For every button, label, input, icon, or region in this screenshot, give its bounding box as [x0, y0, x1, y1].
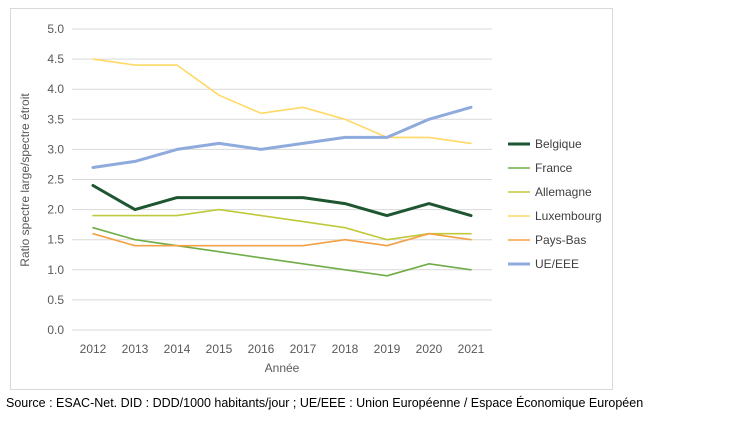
gridlines: [72, 28, 492, 331]
y-tick-label: 2.5: [47, 173, 64, 187]
x-tick-label: 2016: [248, 342, 275, 356]
y-axis-title: Ratio spectre large/spectre étroit: [18, 93, 32, 267]
legend: Belgique France Allemagne Luxembourg Pays-Ba…: [508, 137, 602, 271]
y-tick-label: 3.5: [47, 112, 64, 126]
y-tick-label: 4.0: [47, 82, 64, 96]
legend-label: UE/EEE: [535, 257, 579, 271]
y-tick-label: 1.5: [47, 233, 64, 247]
legend-label: Belgique: [535, 137, 582, 151]
series-line-allemagne: [92, 208, 472, 241]
y-tick-label: 4.5: [47, 52, 64, 66]
x-axis-title: Année: [265, 361, 300, 375]
series-line-belgique: [91, 184, 473, 218]
legend-label: Luxembourg: [535, 209, 602, 223]
x-tick-label: 2012: [80, 342, 107, 356]
y-tick-label: 5.0: [47, 22, 64, 36]
x-tick-label: 2018: [332, 342, 359, 356]
y-tick-label: 0.5: [47, 293, 64, 307]
x-tick-label: 2017: [290, 342, 317, 356]
y-tick-label: 2.0: [47, 203, 64, 217]
series-line-pays-bas: [92, 232, 472, 247]
series-line-france: [92, 226, 472, 277]
series-line-luxembourg: [92, 58, 472, 145]
x-tick-label: 2020: [416, 342, 443, 356]
x-tick-label: 2013: [122, 342, 149, 356]
series-line-ue-eee: [91, 105, 473, 169]
x-tick-label: 2021: [458, 342, 485, 356]
x-tick-label: 2015: [206, 342, 233, 356]
legend-label: France: [535, 161, 573, 175]
legend-label: Pays-Bas: [535, 233, 586, 247]
y-axis-ticks: 0.0 0.5 1.0 1.5 2.0 2.5 3.0 3.5 4.0 4.5 5.0: [47, 22, 64, 337]
x-tick-label: 2019: [374, 342, 401, 356]
legend-label: Allemagne: [535, 185, 592, 199]
x-axis-ticks: 2012 2013 2014 2015 2016 2017 2018 2019 2020 2021: [80, 342, 485, 356]
y-tick-label: 1.0: [47, 263, 64, 277]
x-tick-label: 2014: [164, 342, 191, 356]
y-tick-label: 0.0: [47, 323, 64, 337]
source-note: Source : ESAC-Net. DID : DDD/1000 habita…: [6, 396, 644, 410]
series-lines: [91, 58, 473, 277]
line-chart: 0.00.51.01.52.02.53.03.54.04.55.0 2012 20…: [18, 22, 602, 375]
y-tick-label: 3.0: [47, 142, 64, 156]
